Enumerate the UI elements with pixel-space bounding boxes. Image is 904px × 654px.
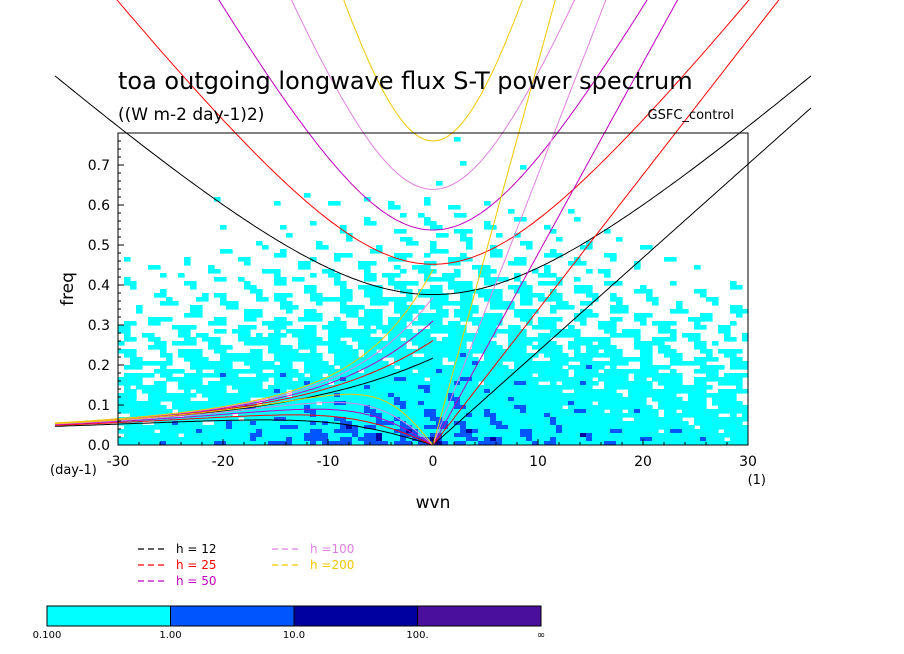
- legend-label-h200: h =200: [310, 558, 354, 572]
- colorbar-label: 0.100: [33, 630, 62, 641]
- kelvin-curve-h50: [432, 0, 679, 446]
- run-label: GSFC_control: [648, 108, 734, 123]
- y-tick-label: 0.4: [88, 278, 110, 294]
- legend-label-h50: h = 50: [176, 574, 217, 588]
- y-tick-label: 0.5: [88, 238, 110, 254]
- colorbar-label: ∞: [537, 630, 545, 641]
- y-axis-label: freq: [58, 272, 78, 306]
- colorbar-label: 100.: [406, 630, 428, 641]
- curve-legend: h = 12 h = 25 h = 50 h =100 h =200: [138, 542, 354, 588]
- kelvin-curve-h200: [432, 0, 556, 446]
- x-tick-label: -10: [317, 454, 340, 470]
- power-spectrum-field: [118, 137, 748, 445]
- x-tick-label: 30: [739, 454, 757, 470]
- y-tick-label: 0.2: [88, 358, 110, 374]
- kelvin-curve-h25: [432, 0, 780, 446]
- y-tick-label: 0.6: [88, 198, 110, 214]
- x-unit-label: (1): [748, 473, 766, 488]
- y-tick-label: 0.3: [88, 318, 110, 334]
- x-tick-label: 10: [529, 454, 547, 470]
- colorbar-label: 10.0: [283, 630, 305, 641]
- x-tick-label: -20: [212, 454, 235, 470]
- legend-label-h100: h =100: [310, 542, 354, 556]
- y-unit-label: (day-1): [50, 463, 97, 478]
- y-axis: 0.0 0.1 0.2 0.3 0.4 0.5 0.6 0.7: [88, 132, 124, 454]
- y-tick-label: 0.7: [88, 158, 110, 174]
- colorbar-segment: [170, 605, 295, 627]
- legend-label-h25: h = 25: [176, 558, 217, 572]
- x-tick-label: 20: [634, 454, 652, 470]
- colorbar-segment: [417, 605, 542, 627]
- x-tick-label: -30: [107, 454, 130, 470]
- chart-title: toa outgoing longwave flux S-T power spe…: [118, 67, 693, 95]
- x-axis-label: wvn: [416, 493, 451, 513]
- inertia-gravity-curve-h25: [116, 0, 750, 265]
- y-tick-label: 0.1: [88, 398, 110, 414]
- inertia-gravity-curve-h100: [290, 0, 576, 190]
- y-tick-label: 0.0: [88, 438, 110, 454]
- colorbar-segment: [46, 605, 171, 627]
- x-tick-label: 0: [429, 454, 438, 470]
- colorbar: 0.100 1.00 10.0 100. ∞: [33, 605, 545, 641]
- chart-subtitle: ((W m-2 day-1)2): [118, 105, 264, 125]
- legend-label-h12: h = 12: [176, 542, 217, 556]
- colorbar-segment: [293, 605, 418, 627]
- x-axis: -30 -20 -10 0 10 20 30: [107, 439, 757, 470]
- kelvin-curve-h100: [432, 0, 607, 446]
- inertia-gravity-curve-h50: [218, 0, 648, 231]
- colorbar-label: 1.00: [159, 630, 181, 641]
- inertia-gravity-curve-h12: [54, 75, 812, 295]
- inertia-gravity-curve-h200: [343, 0, 523, 142]
